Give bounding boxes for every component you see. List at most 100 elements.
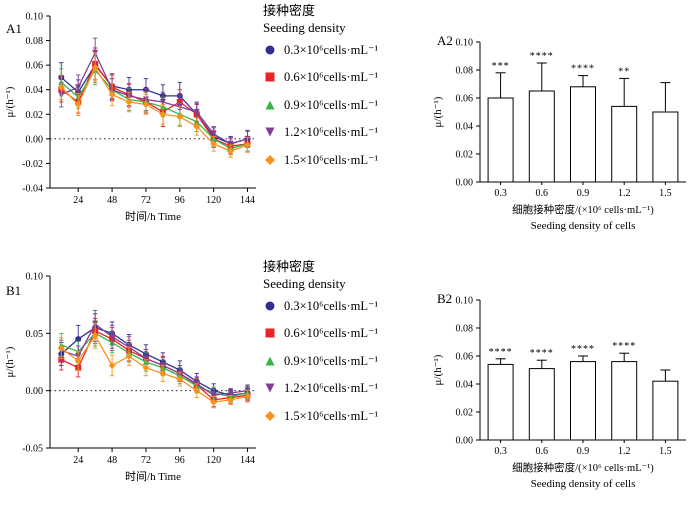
svg-text:0.02: 0.02 bbox=[26, 110, 44, 121]
svg-text:Seeding density of cells: Seeding density of cells bbox=[531, 478, 636, 490]
svg-text:0.3: 0.3 bbox=[494, 188, 507, 199]
svg-text:0.02: 0.02 bbox=[456, 150, 474, 161]
svg-text:1.5: 1.5 bbox=[659, 446, 672, 457]
svg-text:0.00: 0.00 bbox=[456, 436, 474, 447]
svg-text:0.10: 0.10 bbox=[26, 272, 44, 283]
svg-text:1.5: 1.5 bbox=[659, 188, 672, 199]
svg-text:****: **** bbox=[489, 347, 513, 358]
svg-text:0.10: 0.10 bbox=[456, 296, 474, 307]
svg-text:0.00: 0.00 bbox=[26, 386, 44, 397]
svg-text:0.04: 0.04 bbox=[456, 122, 474, 133]
line-chart-svg-A1: -0.04 -0.02 0.00 0.02 0.04 0.06 0.08 0.10 24 48 72… bbox=[4, 12, 256, 223]
svg-text:96: 96 bbox=[175, 455, 185, 466]
svg-text:144: 144 bbox=[240, 195, 255, 206]
legend-label-0: 0.3×10⁶cells·mL⁻¹ bbox=[284, 42, 379, 57]
svg-text:0.00: 0.00 bbox=[456, 178, 474, 189]
svg-text:0.06: 0.06 bbox=[26, 61, 44, 72]
legend-item-3: 1.2×10⁶cells·mL⁻¹ bbox=[263, 375, 433, 403]
svg-text:0.06: 0.06 bbox=[456, 94, 474, 105]
legend-a: 接种密度 Seeding density 0.3×10⁶cells·mL⁻¹ 0.6×… bbox=[263, 2, 433, 174]
legend-item-3: 1.2×10⁶cells·mL⁻¹ bbox=[263, 119, 433, 147]
svg-text:0.04: 0.04 bbox=[26, 85, 44, 96]
svg-text:1.2: 1.2 bbox=[618, 446, 631, 457]
svg-text:0.08: 0.08 bbox=[456, 66, 474, 77]
legend-item-0: 0.3×10⁶cells·mL⁻¹ bbox=[263, 36, 433, 64]
legend-title-zh: 接种密度 bbox=[263, 3, 316, 18]
svg-text:0.08: 0.08 bbox=[26, 36, 44, 47]
svg-text:时间/h Time: 时间/h Time bbox=[125, 470, 181, 483]
legend-title-en: Seeding density bbox=[263, 20, 346, 35]
legend-label-3: 1.2×10⁶cells·mL⁻¹ bbox=[284, 381, 379, 396]
legend-label-2: 0.9×10⁶cells·mL⁻¹ bbox=[284, 353, 379, 368]
svg-text:细胞接种密度/(×10⁶ cells·mL⁻¹): 细胞接种密度/(×10⁶ cells·mL⁻¹) bbox=[512, 203, 654, 216]
svg-text:0.08: 0.08 bbox=[456, 324, 474, 335]
square-marker-icon bbox=[265, 328, 275, 338]
svg-text:****: **** bbox=[571, 344, 595, 355]
svg-text:μ/(h⁻¹): μ/(h⁻¹) bbox=[432, 96, 444, 127]
svg-text:144: 144 bbox=[240, 455, 255, 466]
legend-item-2: 0.9×10⁶cells·mL⁻¹ bbox=[263, 91, 433, 119]
svg-text:0.6: 0.6 bbox=[536, 188, 549, 199]
svg-text:0.00: 0.00 bbox=[26, 134, 44, 145]
legend-item-0: 0.3×10⁶cells·mL⁻¹ bbox=[263, 292, 433, 320]
svg-text:0.9: 0.9 bbox=[577, 188, 590, 199]
circle-marker-icon bbox=[265, 45, 275, 55]
legend-title-zh: 接种密度 bbox=[263, 259, 316, 274]
legend-b: 接种密度 Seeding density 0.3×10⁶cells·mL⁻¹ 0.6×… bbox=[263, 258, 433, 430]
diamond-marker-icon bbox=[265, 410, 275, 421]
svg-text:24: 24 bbox=[73, 455, 83, 466]
svg-text:****: **** bbox=[612, 341, 636, 352]
svg-text:48: 48 bbox=[107, 455, 117, 466]
svg-text:72: 72 bbox=[141, 455, 151, 466]
svg-text:0.06: 0.06 bbox=[456, 352, 474, 363]
square-marker-icon bbox=[265, 72, 275, 82]
svg-text:0.9: 0.9 bbox=[577, 446, 590, 457]
panel-label-a1: A1 bbox=[6, 21, 22, 36]
svg-text:0.02: 0.02 bbox=[456, 408, 474, 419]
legend-label-4: 1.5×10⁶cells·mL⁻¹ bbox=[284, 408, 379, 423]
bar-chart-b2: 0.00 0.02 0.04 0.06 0.08 0.10 **** 0.3 **** 0.6 **… bbox=[430, 288, 698, 505]
svg-text:120: 120 bbox=[206, 455, 221, 466]
legend-title-en: Seeding density bbox=[263, 276, 346, 291]
svg-text:0.10: 0.10 bbox=[456, 38, 474, 49]
legend-label-2: 0.9×10⁶cells·mL⁻¹ bbox=[284, 97, 379, 112]
svg-text:48: 48 bbox=[107, 195, 117, 206]
line-chart-b1: -0.05 0.00 0.05 0.10 24 48 72 96 120 144 时间/h Time… bbox=[2, 270, 260, 497]
circle-marker-icon bbox=[265, 301, 275, 311]
diamond-marker-icon bbox=[265, 154, 275, 165]
svg-text:**: ** bbox=[618, 66, 630, 77]
svg-text:0.10: 0.10 bbox=[26, 12, 44, 23]
svg-text:细胞接种密度/(×10⁶ cells·mL⁻¹): 细胞接种密度/(×10⁶ cells·mL⁻¹) bbox=[512, 461, 654, 474]
panel-label-b1: B1 bbox=[6, 283, 22, 298]
svg-text:***: *** bbox=[492, 61, 510, 72]
svg-text:72: 72 bbox=[141, 195, 151, 206]
svg-text:Seeding density of cells: Seeding density of cells bbox=[531, 220, 636, 232]
legend-item-2: 0.9×10⁶cells·mL⁻¹ bbox=[263, 347, 433, 375]
bar-chart-svg-A2: 0.000.020.040.060.080.10***0.3****0.6***… bbox=[432, 38, 686, 232]
svg-text:120: 120 bbox=[206, 195, 221, 206]
svg-text:-0.04: -0.04 bbox=[22, 184, 43, 195]
svg-text:时间/h Time: 时间/h Time bbox=[125, 210, 181, 223]
panel-label-b2: B2 bbox=[437, 291, 453, 306]
triangle-down-marker-icon bbox=[265, 383, 275, 393]
legend-item-4: 1.5×10⁶cells·mL⁻¹ bbox=[263, 402, 433, 430]
svg-text:0.04: 0.04 bbox=[456, 380, 474, 391]
legend-item-1: 0.6×10⁶cells·mL⁻¹ bbox=[263, 320, 433, 348]
svg-text:1.2: 1.2 bbox=[618, 188, 631, 199]
svg-text:μ/(h⁻¹): μ/(h⁻¹) bbox=[432, 354, 444, 385]
bar-chart-a2: 0.00 0.02 0.04 0.06 0.08 0.10 *** 0.3 **** 0.6 ***… bbox=[430, 30, 698, 247]
legend-item-4: 1.5×10⁶cells·mL⁻¹ bbox=[263, 146, 433, 174]
svg-text:0.05: 0.05 bbox=[26, 329, 44, 340]
legend-label-4: 1.5×10⁶cells·mL⁻¹ bbox=[284, 152, 379, 167]
svg-text:-0.02: -0.02 bbox=[22, 159, 43, 170]
bar-chart-svg-B2: 0.00 0.02 0.04 0.06 0.08 0.10 **** 0.3 **** 0.6 **… bbox=[432, 296, 686, 490]
svg-text:****: **** bbox=[530, 51, 554, 62]
legend-label-1: 0.6×10⁶cells·mL⁻¹ bbox=[284, 70, 379, 85]
svg-text:0.6: 0.6 bbox=[536, 446, 549, 457]
legend-item-1: 0.6×10⁶cells·mL⁻¹ bbox=[263, 64, 433, 92]
legend-label-1: 0.6×10⁶cells·mL⁻¹ bbox=[284, 326, 379, 341]
svg-text:-0.05: -0.05 bbox=[22, 444, 43, 455]
legend-label-3: 1.2×10⁶cells·mL⁻¹ bbox=[284, 125, 379, 140]
svg-text:96: 96 bbox=[175, 195, 185, 206]
